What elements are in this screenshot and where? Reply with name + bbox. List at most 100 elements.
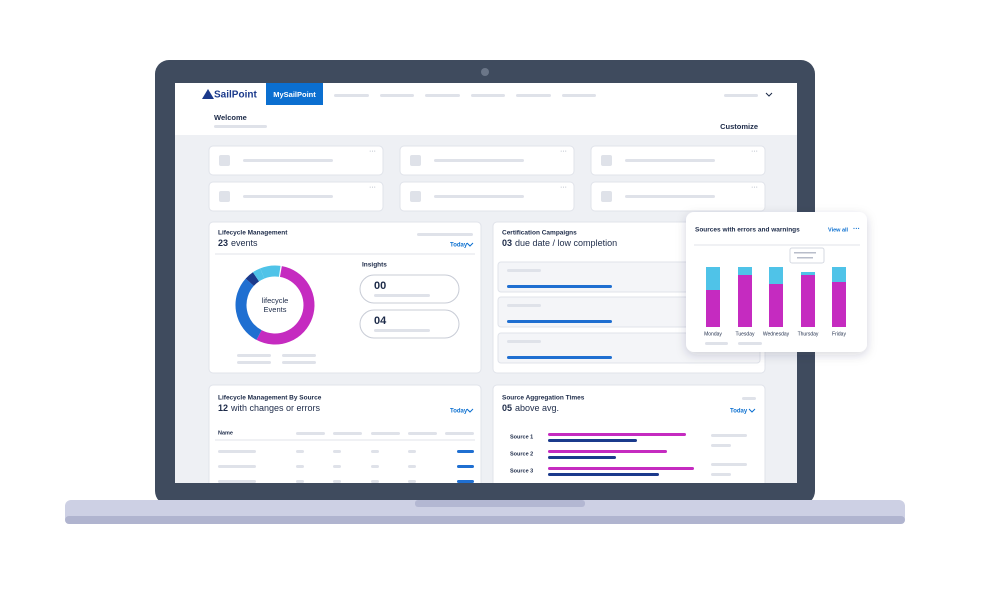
placeholder-bar [711,473,731,476]
count: 03 [502,238,512,248]
laptop-notch [415,500,585,507]
placeholder-bar [445,432,474,435]
donut-segment [256,266,315,345]
laptop-base-edge [65,516,905,524]
error-segment [738,275,752,327]
placeholder-bar [711,434,747,437]
error-segment [769,284,783,327]
placeholder-bar [334,94,369,97]
placeholder-bar [374,294,430,297]
placeholder-bar [296,465,304,468]
placeholder-bar [296,450,304,453]
popup-title: Sources with errors and warnings [695,227,800,234]
card-menu[interactable]: ··· [751,184,758,191]
warning-segment [738,267,752,275]
placeholder-bar [562,94,596,97]
customize-button[interactable]: Customize [720,122,758,131]
placeholder-bar [282,361,316,364]
nav-tab[interactable] [266,83,323,105]
avg-bar [548,473,659,476]
placeholder-bar [507,340,541,343]
placeholder-bar [457,450,474,453]
nav-chevron[interactable] [765,92,773,97]
placeholder-bar [738,342,762,345]
filter-chevron[interactable] [466,408,474,413]
warning-segment [769,267,783,284]
placeholder-bar [507,304,541,307]
progress-bar [507,285,612,288]
placeholder-bar [711,463,747,466]
source-label: Source 3 [510,468,533,474]
error-segment [832,282,846,327]
placeholder-bar [434,195,524,198]
placeholder-bar [237,361,271,364]
panel-count: 23 events [218,238,258,248]
placeholder-bar [711,444,731,447]
card-menu[interactable]: ··· [560,148,567,155]
filter[interactable]: Today [730,409,748,415]
count-text: with changes or errors [230,403,321,413]
camera [481,68,489,76]
more-menu[interactable]: ··· [853,226,860,233]
placeholder-bar [724,94,758,97]
time-bar [548,433,686,436]
filter-chevron[interactable] [748,408,756,413]
placeholder-bar [218,480,256,483]
nav-tab-label[interactable]: MySailPoint [273,90,316,99]
count: 12 [218,403,228,413]
placeholder-bar [333,480,341,483]
progress-bar [507,356,612,359]
header [175,105,797,135]
source-label: Source 2 [510,451,533,457]
card-icon [219,191,230,202]
panel-count: 03 due date / low completion [502,238,617,248]
placeholder-bar [625,159,715,162]
panel-title: Lifecycle Management [218,230,288,237]
summary-cards: ··· ··· ··· ··· ··· ··· [208,145,766,212]
panel-title: Lifecycle Management By Source [218,395,322,402]
placeholder-bar [214,125,267,128]
card-icon [410,155,421,166]
count: 05 [502,403,512,413]
placeholder-bar [705,342,728,345]
placeholder-bar [333,465,341,468]
logo-mark [202,89,214,99]
panel-title: Certification Campaigns [502,230,577,237]
placeholder-bar [371,465,379,468]
filter[interactable]: Today [450,243,468,249]
placeholder-bar [333,450,341,453]
warning-segment [801,272,815,275]
avg-bar [548,456,616,459]
view-all-link[interactable]: View all [828,227,849,233]
time-bar [548,467,694,470]
placeholder-bar [243,195,333,198]
placeholder-bar [471,94,505,97]
card-menu[interactable]: ··· [751,148,758,155]
day-label: Tuesday [736,331,755,337]
filter[interactable]: Today [450,409,468,415]
card-menu[interactable]: ··· [369,148,376,155]
tooltip-line [794,252,816,254]
logo[interactable]: SailPoint [214,90,257,101]
placeholder-bar [218,450,256,453]
filter-chevron[interactable] [466,242,474,247]
day-label: Monday [704,331,722,337]
placeholder-bar [507,269,541,272]
placeholder-bar [380,94,414,97]
card-icon [601,191,612,202]
placeholder-bar [408,480,416,483]
card-menu[interactable]: ··· [560,184,567,191]
card-menu[interactable]: ··· [369,184,376,191]
placeholder-bar [457,480,474,483]
source-label: Source 1 [510,434,533,440]
placeholder-bar [417,233,473,236]
tooltip-line [797,257,813,259]
placeholder-bar [371,480,379,483]
placeholder-bar [371,450,379,453]
tooltip [789,247,825,264]
donut-segment [235,278,262,340]
day-label: Thursday [798,331,819,337]
header-title: Welcome [214,113,247,122]
card-icon [601,155,612,166]
